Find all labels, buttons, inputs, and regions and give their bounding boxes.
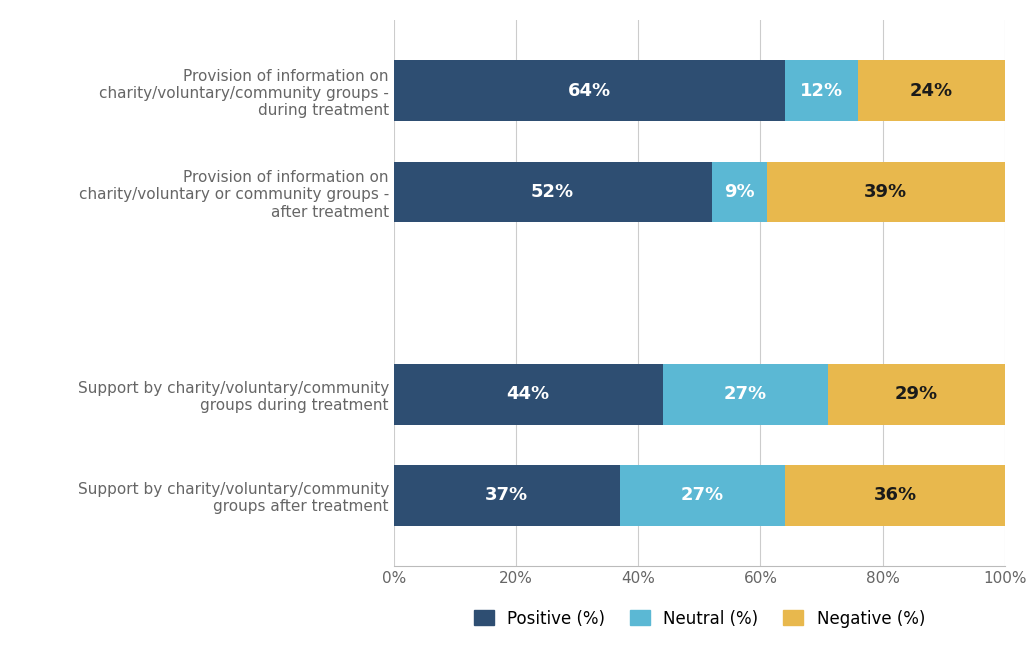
Text: 52%: 52% bbox=[531, 183, 574, 201]
Text: 36%: 36% bbox=[873, 486, 917, 504]
Bar bbox=[712, 162, 767, 222]
Bar bbox=[785, 61, 858, 121]
Bar bbox=[767, 162, 1005, 222]
Text: 27%: 27% bbox=[681, 486, 724, 504]
Text: 24%: 24% bbox=[910, 82, 953, 100]
Text: 44%: 44% bbox=[507, 385, 550, 403]
Legend: Positive (%), Neutral (%), Negative (%): Positive (%), Neutral (%), Negative (%) bbox=[467, 603, 931, 634]
Text: 37%: 37% bbox=[485, 486, 528, 504]
Bar bbox=[394, 465, 620, 525]
Bar bbox=[785, 465, 1005, 525]
Bar bbox=[394, 61, 785, 121]
Bar bbox=[394, 162, 712, 222]
Bar bbox=[858, 61, 1005, 121]
Text: 29%: 29% bbox=[895, 385, 938, 403]
Bar bbox=[394, 364, 663, 424]
Text: 39%: 39% bbox=[864, 183, 908, 201]
Bar bbox=[620, 465, 785, 525]
Text: 12%: 12% bbox=[800, 82, 843, 100]
Text: 9%: 9% bbox=[724, 183, 754, 201]
Text: 64%: 64% bbox=[568, 82, 611, 100]
Text: 27%: 27% bbox=[723, 385, 767, 403]
Bar bbox=[663, 364, 828, 424]
Bar bbox=[828, 364, 1005, 424]
